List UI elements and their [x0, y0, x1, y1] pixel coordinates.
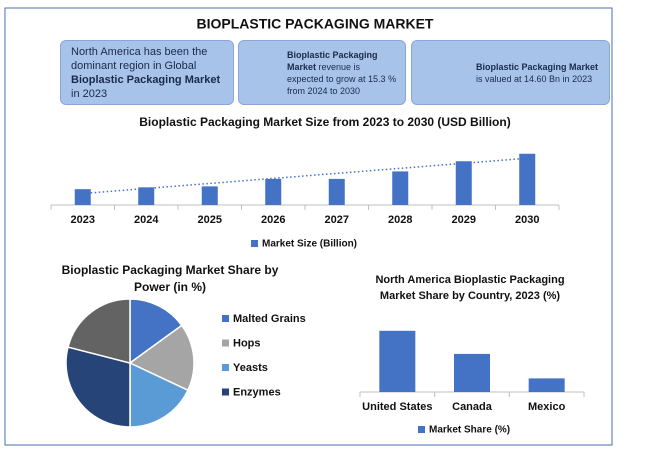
- info-text: Bioplastic Packaging Market revenue is e…: [287, 49, 399, 97]
- bar: [74, 189, 91, 205]
- legend-swatch: [222, 388, 229, 396]
- bar: [379, 330, 416, 392]
- legend-swatch: [251, 240, 258, 247]
- legend-swatch: [222, 339, 229, 347]
- bar: [138, 187, 155, 205]
- x-tick-label: Mexico: [528, 401, 566, 413]
- x-tick-label: 2026: [261, 214, 285, 226]
- x-tick-label: United States: [362, 401, 432, 413]
- legend-label: Market Size (Billion): [262, 239, 357, 250]
- x-tick-label: 2029: [452, 214, 476, 226]
- info-text: Bioplastic Packaging Market is valued at…: [476, 61, 601, 85]
- legend-label: Yeasts: [233, 362, 268, 374]
- legend-label: Hops: [233, 337, 261, 349]
- bar: [392, 171, 409, 205]
- x-tick-label: 2027: [325, 214, 349, 226]
- legend-label: Malted Grains: [233, 313, 306, 325]
- info-text-part: North America has been the dominant regi…: [71, 45, 208, 72]
- pie-slice: [67, 298, 131, 364]
- page-title: BIOPLASTIC PACKAGING MARKET: [197, 16, 434, 32]
- pie-slice: [129, 298, 183, 365]
- pie-slice: [129, 361, 189, 428]
- chart-title: Bioplastic Packaging Market Size from 20…: [139, 115, 510, 129]
- legend-swatch: [222, 315, 229, 322]
- info-text-part: in 2023: [71, 87, 108, 100]
- bar: [519, 153, 536, 205]
- info-text-part: revenue is expected to grow at 15.3 % fr…: [287, 61, 397, 96]
- x-tick-label: 2028: [388, 214, 412, 226]
- info-text: North America has been the dominant regi…: [71, 45, 225, 101]
- info-text-part: Bioplastic Packaging Market: [287, 49, 378, 72]
- info-text-part: is valued at 14.60 Bn in 2023: [476, 73, 593, 84]
- bar: [201, 186, 218, 205]
- x-tick-label: 2030: [515, 214, 539, 226]
- pie-slice: [65, 346, 131, 428]
- pie-title: Bioplastic Packaging Market Share by Pow…: [61, 263, 279, 294]
- legend-label: Enzymes: [233, 386, 281, 398]
- bar: [265, 178, 282, 205]
- x-tick-label: 2024: [134, 214, 159, 226]
- bar: [454, 353, 490, 392]
- frame: [4, 7, 613, 446]
- bar: [455, 161, 472, 205]
- info-text-part: Bioplastic Packaging Market: [476, 61, 599, 72]
- country-chart-title: North America Bioplastic Packaging Marke…: [375, 274, 565, 302]
- legend-label: Market Share (%): [429, 425, 510, 436]
- x-tick-label: 2023: [71, 214, 95, 226]
- bar: [328, 178, 345, 205]
- info-box: North America has been the dominant regi…: [60, 40, 234, 105]
- legend-swatch: [418, 426, 425, 433]
- info-box: Bioplastic Packaging Market is valued at…: [411, 40, 610, 105]
- x-tick-label: Canada: [452, 401, 493, 413]
- info-box: Bioplastic Packaging Market revenue is e…: [238, 40, 406, 105]
- bar: [528, 378, 565, 392]
- info-text-part: Bioplastic Packaging Market: [71, 73, 221, 86]
- pie-slice: [128, 324, 195, 392]
- legend-swatch: [222, 364, 229, 371]
- x-tick-label: 2025: [198, 214, 222, 226]
